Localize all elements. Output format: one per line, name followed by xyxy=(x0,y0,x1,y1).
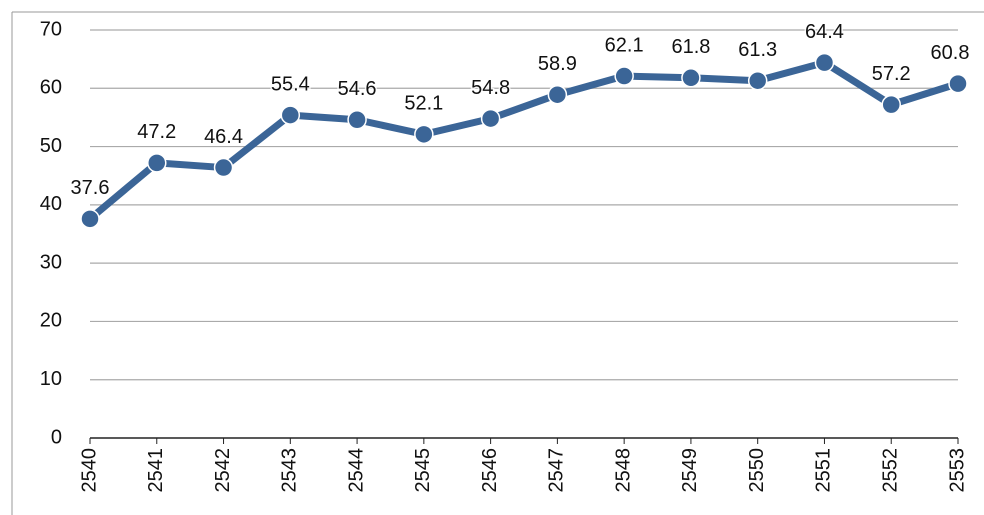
x-tick-label: 2542 xyxy=(212,448,234,493)
point xyxy=(80,209,100,229)
y-tick-label: 70 xyxy=(40,18,62,40)
point xyxy=(213,157,234,178)
value-label: 62.1 xyxy=(605,34,644,56)
x-tick-label: 2553 xyxy=(946,448,968,493)
point xyxy=(814,52,835,73)
y-tick-label: 0 xyxy=(51,426,62,448)
y-tick-label: 50 xyxy=(40,135,62,157)
value-label: 54.6 xyxy=(338,78,377,100)
x-tick-label: 2550 xyxy=(746,448,768,493)
point xyxy=(414,124,434,145)
x-tick-label: 2540 xyxy=(78,448,100,493)
value-label: 54.8 xyxy=(471,77,510,99)
y-tick-label: 40 xyxy=(40,193,62,215)
y-tick-label: 10 xyxy=(40,368,62,390)
x-tick-label: 2541 xyxy=(145,448,167,493)
value-label: 60.8 xyxy=(931,42,970,64)
point xyxy=(881,94,901,115)
y-tick-label: 30 xyxy=(40,251,62,273)
value-label: 61.8 xyxy=(671,36,710,58)
point xyxy=(747,70,768,91)
value-label: 61.3 xyxy=(738,39,777,61)
y-tick-label: 60 xyxy=(40,77,62,99)
x-tick-label: 2544 xyxy=(345,448,367,493)
value-label: 46.4 xyxy=(204,126,243,148)
point xyxy=(147,153,167,173)
x-tick-label: 2543 xyxy=(279,448,301,493)
y-tick-label: 20 xyxy=(40,310,62,332)
point xyxy=(480,108,501,129)
value-label: 58.9 xyxy=(538,53,577,75)
x-tick-label: 2545 xyxy=(412,448,434,493)
point xyxy=(681,68,701,88)
x-tick-label: 2551 xyxy=(813,448,835,493)
point xyxy=(547,84,568,105)
x-tick-label: 2548 xyxy=(612,448,634,493)
x-tick-label: 2547 xyxy=(546,448,568,493)
point xyxy=(948,73,968,94)
x-tick-label: 2552 xyxy=(880,448,902,493)
value-label: 57.2 xyxy=(872,63,911,85)
x-tick-label: 2546 xyxy=(479,448,501,493)
point xyxy=(280,105,301,125)
value-label: 55.4 xyxy=(271,73,310,95)
value-label: 64.4 xyxy=(805,21,844,43)
point xyxy=(614,66,634,86)
series-line xyxy=(87,59,960,222)
x-tick-label: 2549 xyxy=(679,448,701,493)
value-label: 47.2 xyxy=(137,121,176,143)
value-label: 37.6 xyxy=(71,177,110,199)
point xyxy=(347,110,367,130)
value-label: 52.1 xyxy=(404,93,443,115)
